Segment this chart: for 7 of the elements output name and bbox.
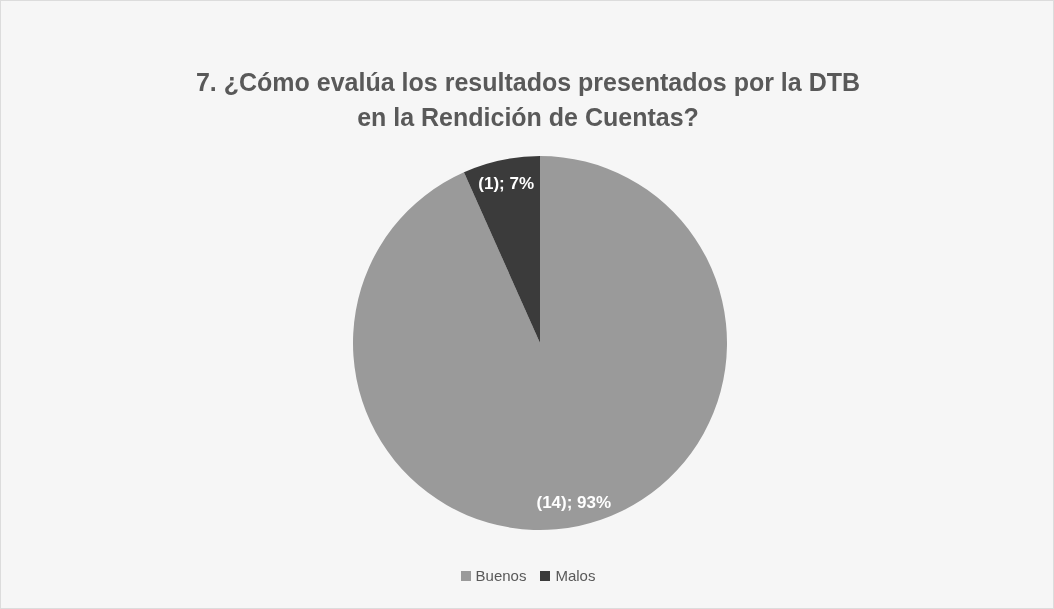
pie-slice [463, 156, 540, 343]
data-label: (1); 7% [478, 174, 535, 194]
legend-label: Malos [554, 567, 596, 584]
legend-label: Buenos [474, 567, 527, 584]
pie-slice [353, 156, 727, 530]
data-label: (14); 93% [536, 492, 612, 512]
chart-title: 7. ¿Cómo evalúa los resultados presentados por la DTB en la Rendición de Cuentas? [194, 67, 862, 133]
